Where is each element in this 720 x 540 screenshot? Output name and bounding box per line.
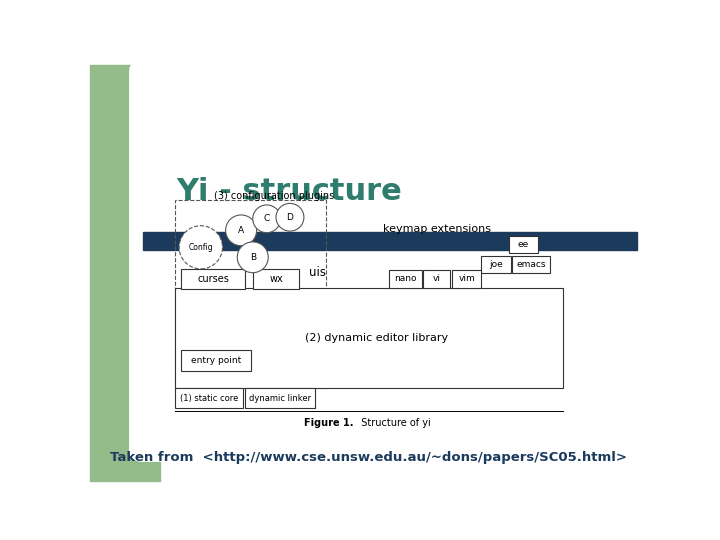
Bar <box>253 269 300 289</box>
Bar <box>423 269 451 288</box>
Bar <box>245 388 315 408</box>
Bar <box>389 269 422 288</box>
Text: Taken from  <http://www.cse.unsw.edu.au/~dons/papers/SC05.html>: Taken from <http://www.cse.unsw.edu.au/~… <box>110 451 628 464</box>
Bar <box>181 269 245 289</box>
Bar <box>160 65 271 181</box>
Text: (3) configuration plugins: (3) configuration plugins <box>214 191 334 201</box>
Text: (2) dynamic editor library: (2) dynamic editor library <box>305 333 449 343</box>
Text: ee: ee <box>518 240 529 249</box>
Bar <box>90 65 160 481</box>
Bar <box>181 350 251 372</box>
Ellipse shape <box>276 204 304 231</box>
FancyBboxPatch shape <box>129 60 651 462</box>
Ellipse shape <box>225 215 256 246</box>
Text: emacs: emacs <box>516 260 546 269</box>
Text: Figure 1.: Figure 1. <box>304 418 354 428</box>
Text: Config: Config <box>189 243 213 252</box>
Text: Structure of yi: Structure of yi <box>355 418 431 428</box>
Text: vim: vim <box>458 274 475 284</box>
Ellipse shape <box>238 242 269 273</box>
Bar <box>482 256 510 273</box>
Bar <box>175 388 243 408</box>
Bar <box>175 288 563 388</box>
Text: nano: nano <box>394 274 417 284</box>
Bar <box>143 232 636 250</box>
Bar <box>452 269 482 288</box>
Text: joe: joe <box>489 260 503 269</box>
Text: C: C <box>264 214 270 224</box>
Text: uis: uis <box>309 266 325 279</box>
Bar <box>513 256 549 273</box>
Text: keymap extensions: keymap extensions <box>383 224 491 234</box>
Text: curses: curses <box>197 274 229 284</box>
Text: vi: vi <box>433 274 441 284</box>
Bar <box>175 200 326 388</box>
Text: dynamic linker: dynamic linker <box>249 394 311 403</box>
Text: Yi - structure: Yi - structure <box>176 177 402 206</box>
Bar <box>508 236 538 253</box>
Text: wx: wx <box>269 274 283 284</box>
Text: D: D <box>287 213 293 222</box>
Text: A: A <box>238 226 244 235</box>
Text: B: B <box>250 253 256 262</box>
Ellipse shape <box>253 205 281 233</box>
Text: entry point: entry point <box>192 356 241 365</box>
Ellipse shape <box>179 226 222 269</box>
Text: (1) static core: (1) static core <box>180 394 238 403</box>
